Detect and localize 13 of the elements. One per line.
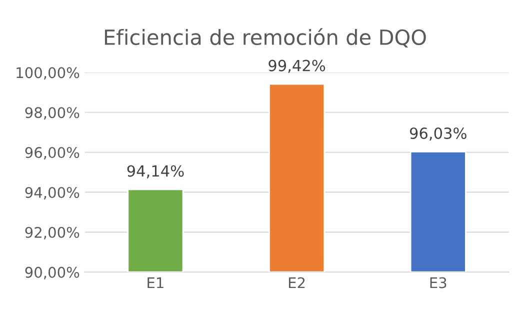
y-tick-label: 90,00% (25, 266, 80, 280)
y-tick-label: 96,00% (25, 147, 80, 160)
y-tick-label: 100,00% (16, 67, 80, 80)
data-label: 94,14% (127, 165, 184, 178)
x-tick-label: E3 (430, 277, 446, 288)
chart-title: Eficiencia de remoción de DQO (104, 28, 426, 48)
y-tick-label: 92,00% (25, 226, 80, 240)
y-tick-label: 98,00% (25, 107, 80, 120)
x-tick-label: E1 (148, 277, 164, 288)
data-label: 96,03% (410, 127, 466, 141)
x-tick-label: E2 (288, 277, 305, 288)
y-tick-label: 94,00% (25, 186, 80, 200)
data-label: 99,42% (268, 60, 326, 73)
